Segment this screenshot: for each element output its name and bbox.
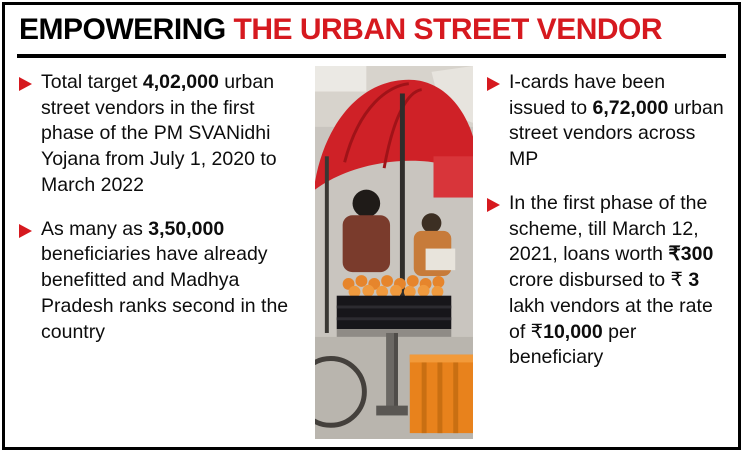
street-vendor-illustration: [315, 66, 473, 439]
bullet-item: As many as 3,50,000 beneficiaries have a…: [17, 217, 303, 346]
bullet-text: I-cards have been issued to 6,72,000 urb…: [509, 71, 724, 171]
arrow-bullet-icon: [19, 77, 32, 91]
left-column: Total target 4,02,000 urban street vendo…: [17, 66, 303, 439]
title-red-part: THE URBAN STREET VENDOR: [225, 13, 663, 46]
bullet-item: In the first phase of the scheme, till M…: [485, 191, 726, 371]
right-column: I-cards have been issued to 6,72,000 urb…: [485, 66, 726, 439]
content-columns: Total target 4,02,000 urban street vendo…: [17, 66, 726, 439]
arrow-bullet-icon: [487, 197, 500, 212]
bullet-item: I-cards have been issued to 6,72,000 urb…: [485, 70, 726, 173]
arrow-bullet-icon: [487, 77, 500, 91]
title-divider: [17, 54, 726, 58]
bullet-item: Total target 4,02,000 urban street vendo…: [17, 70, 303, 199]
bullet-text: As many as 3,50,000 beneficiaries have a…: [41, 217, 289, 343]
bullet-text: In the first phase of the scheme, till M…: [509, 191, 714, 369]
title-black-part: EMPOWERING: [19, 13, 226, 46]
arrow-bullet-icon: [19, 223, 32, 238]
bullet-text: Total target 4,02,000 urban street vendo…: [41, 71, 277, 196]
street-vendor-photo: [315, 66, 473, 439]
page-title: EMPOWERING THE URBAN STREET VENDOR: [17, 10, 726, 54]
